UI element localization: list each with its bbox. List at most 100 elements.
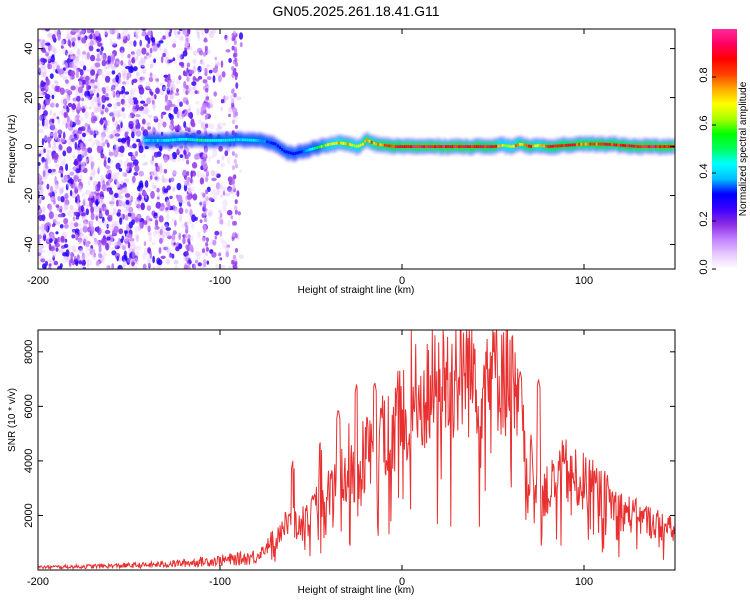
noise-speck — [153, 231, 156, 237]
noise-speck — [149, 251, 152, 260]
ridge-core — [392, 145, 395, 148]
noise-speck — [149, 171, 155, 176]
ridge-core — [418, 145, 421, 148]
noise-speck — [91, 88, 96, 94]
noise-speck — [38, 183, 42, 191]
noise-speck — [126, 72, 132, 79]
ridge-core — [396, 145, 399, 148]
noise-speck — [132, 248, 135, 254]
noise-speck — [161, 174, 165, 183]
noise-speck — [221, 155, 225, 161]
noise-speck — [205, 196, 209, 202]
noise-speck — [42, 206, 46, 213]
noise-speck — [109, 29, 116, 35]
ridge-core — [333, 142, 336, 145]
noise-speck — [205, 87, 209, 93]
noise-speck — [80, 212, 87, 217]
noise-speck — [44, 135, 48, 143]
colorbar-tick-label: 0.6 — [698, 115, 710, 130]
ridge-core — [283, 149, 286, 153]
noise-speck — [51, 94, 55, 100]
ridge-core — [241, 138, 244, 142]
noise-speck — [81, 148, 87, 154]
noise-speck — [50, 46, 56, 52]
noise-speck — [172, 169, 178, 175]
noise-speck — [224, 192, 231, 197]
noise-speck — [100, 110, 104, 115]
noise-speck — [172, 217, 175, 223]
noise-speck — [90, 191, 95, 195]
noise-speck — [48, 142, 51, 149]
noise-speck — [132, 136, 137, 145]
noise-speck — [129, 92, 135, 100]
noise-speck — [151, 99, 155, 105]
noise-speck — [167, 247, 171, 255]
noise-speck — [165, 56, 170, 64]
noise-speck — [154, 229, 159, 234]
noise-speck — [149, 63, 153, 69]
noise-speck — [63, 174, 69, 181]
noise-speck — [218, 126, 223, 130]
noise-speck — [113, 102, 118, 110]
noise-speck — [76, 149, 80, 154]
ridge-core — [429, 145, 432, 148]
noise-speck — [203, 210, 207, 216]
noise-speck — [90, 54, 96, 62]
noise-speck — [134, 164, 140, 172]
noise-speck — [129, 196, 135, 201]
noise-speck — [128, 206, 134, 213]
noise-speck — [185, 225, 189, 231]
noise-speck — [128, 120, 134, 128]
noise-speck — [101, 238, 107, 246]
ridge-core — [366, 138, 369, 142]
noise-speck — [102, 220, 109, 226]
noise-speck — [209, 29, 214, 34]
noise-speck — [175, 79, 181, 85]
noise-speck — [111, 220, 117, 228]
noise-speck — [130, 89, 133, 96]
noise-speck — [179, 154, 184, 159]
noise-speck — [53, 90, 57, 96]
noise-speck — [126, 126, 131, 133]
noise-speck — [167, 73, 171, 81]
ridge-core — [193, 138, 196, 142]
noise-speck — [112, 43, 118, 48]
noise-speck — [41, 118, 45, 127]
noise-speck — [78, 230, 84, 234]
ridge-band — [585, 138, 587, 147]
noise-speck — [38, 247, 43, 256]
noise-speck — [235, 82, 239, 89]
noise-speck — [106, 233, 112, 237]
noise-speck — [184, 208, 188, 214]
ridge-band — [288, 150, 290, 159]
noise-speck — [120, 32, 126, 40]
ridge-core — [667, 145, 670, 148]
noise-speck — [52, 171, 58, 175]
noise-speck — [232, 232, 236, 238]
noise-speck — [90, 29, 95, 35]
noise-speck — [76, 67, 81, 72]
noise-speck — [90, 80, 96, 88]
ridge-core — [235, 138, 238, 142]
noise-speck — [107, 29, 113, 34]
noise-speck — [119, 46, 125, 54]
noise-speck — [105, 265, 109, 269]
noise-speck — [166, 230, 171, 236]
noise-speck — [45, 225, 50, 233]
ridge-core — [635, 144, 637, 148]
noise-speck — [203, 37, 208, 42]
noise-speck — [76, 95, 81, 102]
noise-speck — [67, 182, 70, 188]
ridge-core — [335, 141, 338, 145]
ridge-core — [410, 145, 412, 148]
noise-speck — [85, 208, 90, 216]
noise-speck — [94, 139, 100, 145]
noise-speck — [94, 104, 99, 113]
noise-speck — [132, 97, 138, 101]
ridge-core — [169, 138, 172, 142]
noise-speck — [71, 138, 75, 142]
noise-speck — [47, 32, 53, 38]
noise-speck — [162, 35, 167, 40]
noise-speck — [211, 251, 217, 258]
noise-speck — [168, 59, 173, 63]
